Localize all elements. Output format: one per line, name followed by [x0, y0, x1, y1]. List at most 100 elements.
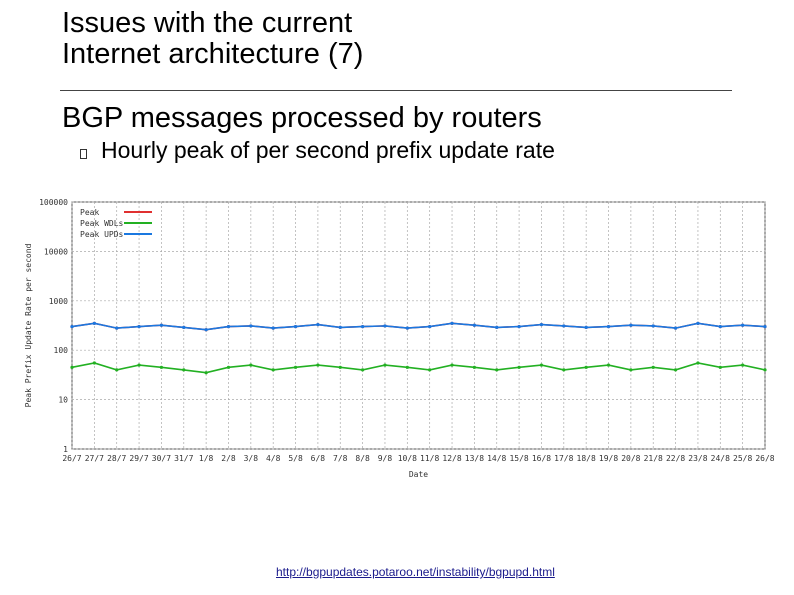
data-point: [204, 328, 208, 332]
data-point: [562, 324, 566, 328]
y-tick-label: 10: [58, 396, 68, 405]
data-point: [606, 363, 611, 367]
data-point: [383, 324, 387, 328]
x-tick-label: 14/8: [487, 454, 506, 463]
x-tick-label: 15/8: [509, 454, 528, 463]
data-point: [629, 323, 633, 327]
data-point: [428, 325, 432, 329]
data-point: [651, 324, 655, 328]
x-tick-label: 20/8: [621, 454, 640, 463]
data-point: [159, 323, 164, 327]
x-tick-label: 30/7: [152, 454, 171, 463]
x-tick-label: 22/8: [666, 454, 685, 463]
data-point: [182, 368, 186, 372]
x-tick-label: 2/8: [221, 454, 236, 463]
series-line: [71, 362, 766, 374]
data-point: [316, 322, 320, 327]
data-point: [741, 323, 745, 327]
data-point: [293, 325, 298, 329]
data-point: [718, 365, 722, 369]
y-tick-label: 1000: [49, 297, 68, 306]
bullet-text: Hourly peak of per second prefix update …: [101, 137, 555, 163]
data-point: [271, 368, 275, 372]
data-point: [405, 326, 409, 330]
data-point: [271, 326, 275, 330]
data-point: [182, 325, 186, 329]
legend-label: Peak UPDs: [80, 230, 124, 239]
data-point: [763, 325, 767, 329]
y-tick-label: 100: [54, 346, 69, 355]
data-point: [763, 368, 767, 372]
x-tick-label: 9/8: [378, 454, 393, 463]
title-line-1: Issues with the current: [62, 7, 353, 39]
x-tick-label: 1/8: [199, 454, 214, 463]
data-point: [450, 321, 454, 325]
data-point: [450, 363, 454, 367]
y-axis-label: Peak Prefix Update Rate per second: [24, 243, 33, 407]
x-tick-label: 12/8: [442, 454, 461, 463]
data-point: [562, 368, 566, 372]
data-point: [673, 368, 678, 372]
slide-title: Issues with the current Internet archite…: [62, 8, 742, 70]
data-point: [539, 322, 544, 327]
source-link[interactable]: http://bgpupdates.potaroo.net/instabilit…: [276, 565, 555, 579]
data-point: [517, 325, 521, 329]
data-point: [92, 361, 96, 365]
x-tick-label: 17/8: [554, 454, 573, 463]
data-point: [70, 325, 74, 329]
data-point: [338, 365, 342, 369]
x-tick-label: 13/8: [465, 454, 484, 463]
x-tick-label: 16/8: [532, 454, 551, 463]
data-point: [316, 363, 320, 367]
y-tick-label: 1: [63, 445, 68, 454]
x-tick-label: 5/8: [288, 454, 303, 463]
data-point: [115, 326, 119, 330]
x-tick-label: 8/8: [355, 454, 370, 463]
data-point: [584, 365, 588, 369]
data-point: [361, 368, 365, 372]
x-tick-label: 10/8: [398, 454, 417, 463]
x-tick-label: 23/8: [688, 454, 707, 463]
x-tick-label: 29/7: [129, 454, 148, 463]
x-tick-label: 26/7: [62, 454, 81, 463]
data-point: [495, 368, 499, 372]
data-point: [137, 363, 141, 367]
x-tick-label: 11/8: [420, 454, 439, 463]
legend-label: Peak WDLs: [80, 219, 124, 228]
data-point: [696, 321, 700, 325]
data-point: [472, 323, 476, 327]
data-point: [718, 325, 722, 329]
x-axis-label: Date: [409, 470, 428, 479]
data-point: [338, 325, 342, 329]
x-tick-label: 3/8: [244, 454, 259, 463]
section-heading: BGP messages processed by routers: [62, 102, 542, 134]
data-point: [249, 363, 253, 367]
data-point: [673, 326, 678, 330]
data-point: [204, 371, 208, 375]
legend-label: Peak: [80, 208, 99, 217]
x-tick-label: 18/8: [577, 454, 596, 463]
data-point: [249, 324, 253, 328]
x-tick-label: 6/8: [311, 454, 326, 463]
y-tick-label: 100000: [39, 198, 68, 207]
title-line-2: Internet architecture (7): [62, 38, 364, 70]
x-tick-label: 4/8: [266, 454, 281, 463]
plot-frame: [71, 201, 766, 450]
data-point: [495, 325, 499, 329]
x-tick-label: 27/7: [85, 454, 104, 463]
data-point: [70, 365, 74, 369]
data-point: [137, 325, 141, 329]
data-point: [361, 325, 365, 329]
data-point: [517, 365, 521, 369]
data-point: [606, 325, 611, 329]
title-divider: [60, 90, 732, 91]
x-tick-label: 31/7: [174, 454, 193, 463]
x-tick-label: 19/8: [599, 454, 618, 463]
x-tick-label: 25/8: [733, 454, 752, 463]
data-point: [293, 365, 298, 369]
x-tick-label: 21/8: [644, 454, 663, 463]
data-point: [383, 363, 387, 367]
bullet-icon: [80, 149, 87, 159]
x-tick-label: 24/8: [711, 454, 730, 463]
